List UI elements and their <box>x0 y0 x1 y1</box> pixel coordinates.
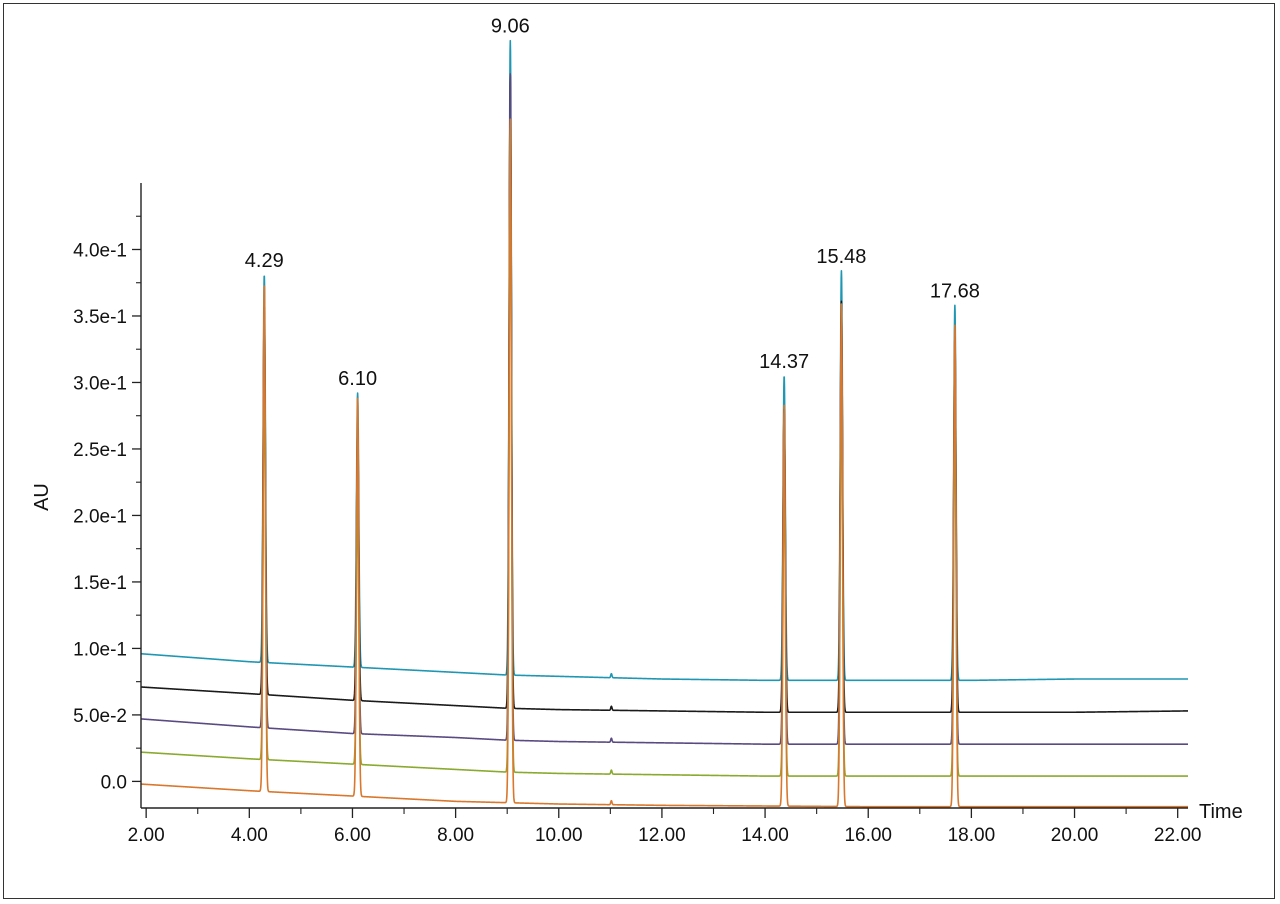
y-tick-label: 1.0e-1 <box>73 639 127 660</box>
peak-labels: 4.29 6.10 9.06 14.37 15.48 17.68 <box>245 16 980 390</box>
peak-label: 14.37 <box>759 351 809 373</box>
x-tick-label: 22.00 <box>1154 825 1202 846</box>
x-tick-label: 2.00 <box>128 825 165 846</box>
peak-label: 15.48 <box>816 246 866 268</box>
y-tick-label: 1.5e-1 <box>73 573 127 594</box>
series-trace <box>140 39 1189 682</box>
peak-label: 17.68 <box>930 280 980 302</box>
y-axis-ticks: 0.0 5.0e-2 1.0e-1 1.5e-1 2.0e-1 2.5e-1 3.0e-1 3… <box>73 215 141 793</box>
series-trace <box>140 74 1189 714</box>
x-tick-label: 20.00 <box>1051 825 1099 846</box>
x-tick-label: 14.00 <box>741 825 789 846</box>
y-tick-label: 2.5e-1 <box>73 440 127 461</box>
y-axis-title: AU <box>31 483 53 511</box>
series-trace <box>140 118 1189 808</box>
x-axis-title: Time <box>1199 801 1243 823</box>
x-tick-label: 18.00 <box>948 825 996 846</box>
peak-label: 4.29 <box>245 250 284 272</box>
series-layer <box>140 39 1189 808</box>
x-tick-label: 10.00 <box>535 825 583 846</box>
y-tick-label: 5.0e-2 <box>73 706 127 727</box>
series-trace <box>140 131 1189 777</box>
figure-frame <box>3 3 1275 899</box>
y-tick-label: 3.5e-1 <box>73 307 127 328</box>
x-tick-label: 4.00 <box>231 825 268 846</box>
x-tick-label: 8.00 <box>437 825 474 846</box>
y-tick-label: 3.0e-1 <box>73 373 127 394</box>
series-trace <box>140 73 1189 745</box>
y-tick-label: 2.0e-1 <box>73 506 127 527</box>
x-tick-label: 12.00 <box>638 825 686 846</box>
x-tick-label: 6.00 <box>334 825 371 846</box>
peak-label: 9.06 <box>491 16 530 38</box>
axes-layer: 2.00 4.00 6.00 8.00 10.00 12.00 14.00 16.00 18.0… <box>73 183 1201 846</box>
y-tick-label: 4.0e-1 <box>73 240 127 261</box>
x-axis-ticks: 2.00 4.00 6.00 8.00 10.00 12.00 14.00 16.00 18.0… <box>128 808 1202 846</box>
x-tick-label: 16.00 <box>844 825 892 846</box>
peak-label: 6.10 <box>338 368 377 390</box>
y-tick-label: 0.0 <box>101 772 127 793</box>
